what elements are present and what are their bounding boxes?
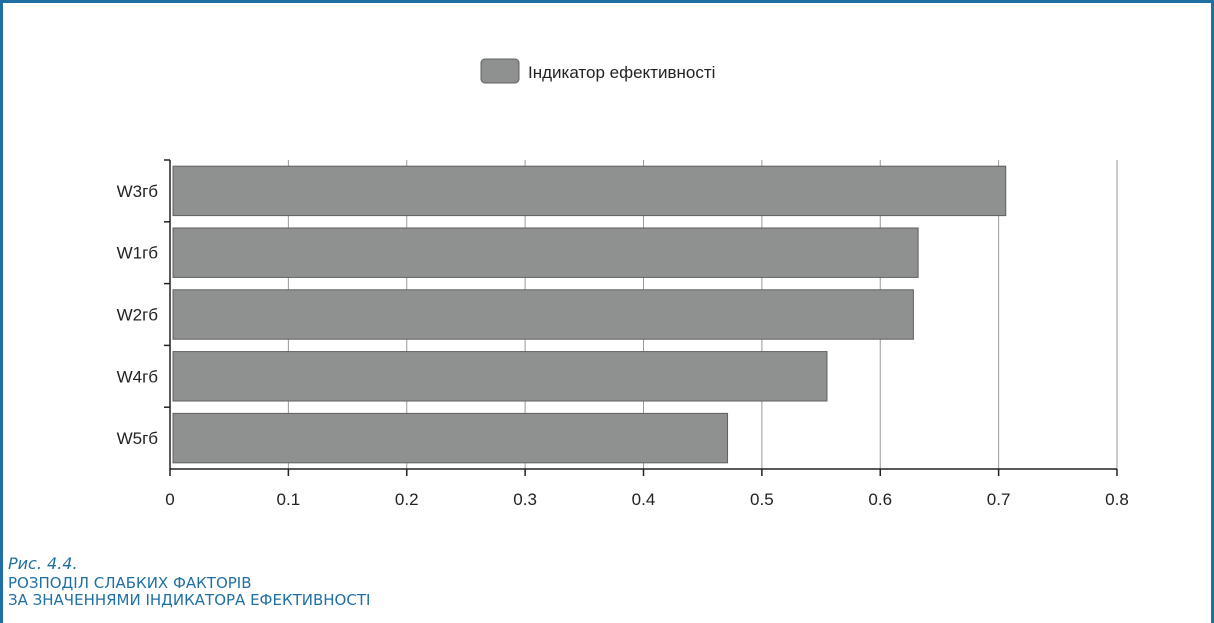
caption-number: Рис. 4.4. <box>8 554 78 573</box>
bar-chart: Індикатор ефективності 0 0.1 0.2 0.3 0.4 0.5 0… <box>117 58 1129 509</box>
x-tick-label: 0.7 <box>987 490 1011 509</box>
x-tick-label: 0.1 <box>277 490 301 509</box>
axes: 0 0.1 0.2 0.3 0.4 0.5 0.6 0.7 0.8 W3гб W1гб W2гб W4г… <box>117 159 1129 509</box>
x-tick-label: 0.8 <box>1105 490 1129 509</box>
legend-swatch <box>480 58 520 84</box>
bar-2 <box>172 289 914 340</box>
bar-3 <box>172 351 828 402</box>
bars <box>172 165 1007 464</box>
bar-1 <box>172 227 919 278</box>
y-category-label: W5гб <box>117 429 159 448</box>
caption-title-line2: ЗА ЗНАЧЕННЯМИ ІНДИКАТОРА ЕФЕКТИВНОСТІ <box>8 590 371 609</box>
caption-title-line1: РОЗПОДІЛ СЛАБКИХ ФАКТОРІВ <box>8 573 252 592</box>
figure-caption: Рис. 4.4. РОЗПОДІЛ СЛАБКИХ ФАКТОРІВ ЗА З… <box>8 555 370 609</box>
y-category-label: W4гб <box>117 367 159 386</box>
y-category-label: W2гб <box>117 306 159 325</box>
x-tick-label: 0.5 <box>750 490 774 509</box>
legend: Індикатор ефективності <box>480 58 715 84</box>
x-tick-label: 0.4 <box>632 490 656 509</box>
legend-label: Індикатор ефективності <box>528 63 715 82</box>
bar-4 <box>172 412 729 464</box>
x-tick-label: 0.2 <box>395 490 419 509</box>
x-tick-label: 0.3 <box>513 490 537 509</box>
y-category-label: W1гб <box>117 244 159 263</box>
x-tick-label: 0 <box>165 490 174 509</box>
bar-0 <box>172 165 1007 217</box>
x-tick-label: 0.6 <box>868 490 892 509</box>
y-category-label: W3гб <box>117 182 159 201</box>
